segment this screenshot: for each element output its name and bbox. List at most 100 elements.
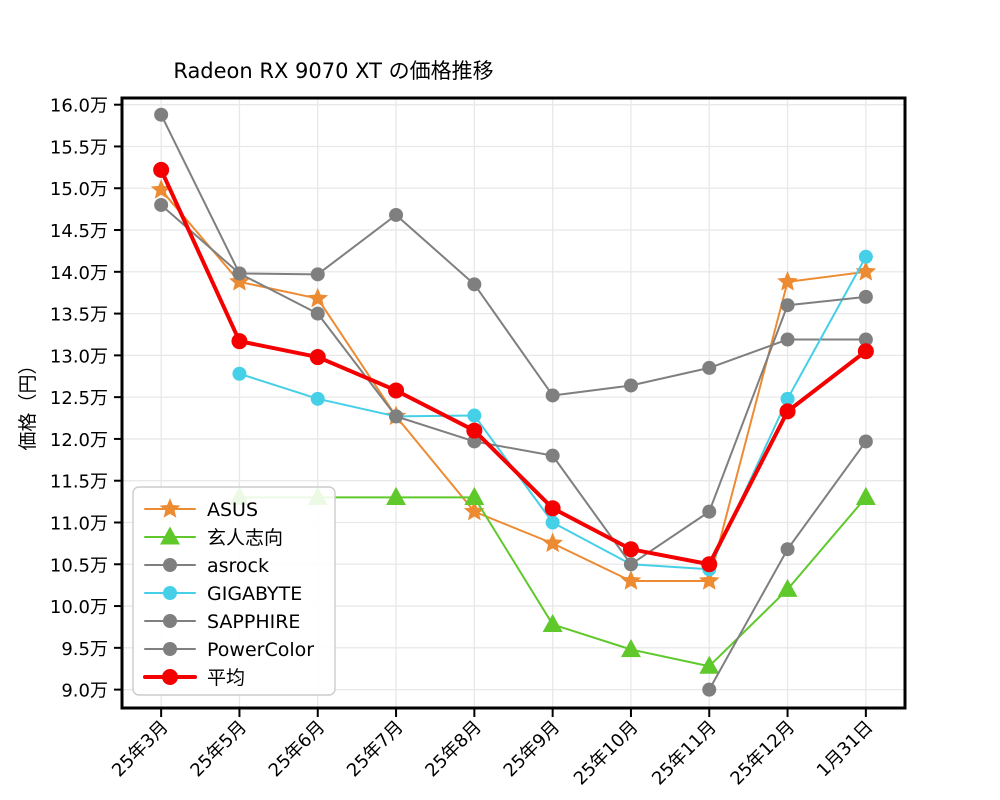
data-point-marker — [699, 655, 720, 674]
y-tick-label: 10.0万 — [50, 597, 108, 618]
y-tick-label: 10.5万 — [50, 555, 108, 576]
data-point-marker — [698, 570, 720, 590]
data-point-marker — [780, 542, 795, 557]
data-point-marker — [858, 249, 873, 264]
series-line — [160, 203, 867, 566]
data-point-marker — [542, 613, 563, 632]
legend-marker — [160, 526, 180, 545]
data-point-marker — [464, 486, 485, 505]
data-point-marker — [153, 161, 170, 178]
y-tick-label: 9.0万 — [61, 681, 108, 702]
y-tick-label: 15.0万 — [50, 179, 108, 200]
x-tick-label: 25年11月 — [648, 717, 721, 790]
data-point-marker — [309, 349, 326, 366]
series-line — [160, 113, 867, 397]
series-powercolor — [702, 434, 873, 697]
series-sapphire — [154, 197, 873, 572]
data-point-marker — [542, 532, 563, 553]
data-point-marker — [702, 504, 717, 519]
chart-title: Radeon RX 9070 XT の価格推移 — [173, 59, 493, 83]
y-tick-label: 12.5万 — [50, 388, 108, 409]
y-tick-label: 14.0万 — [50, 263, 108, 284]
data-point-marker — [467, 408, 482, 423]
data-point-marker — [544, 500, 561, 517]
axes-frame — [120, 96, 907, 710]
legend-label: GIGABYTE — [207, 583, 302, 605]
data-point-marker — [623, 378, 638, 393]
plot-border — [120, 96, 907, 710]
data-point-marker — [389, 207, 404, 222]
data-point-marker — [702, 360, 717, 375]
data-point-marker — [780, 332, 795, 347]
y-tick-label: 14.5万 — [50, 221, 108, 242]
data-point-marker — [310, 267, 325, 282]
legend-label: 平均 — [207, 667, 245, 689]
y-tick-label: 16.0万 — [50, 96, 108, 117]
data-point-marker — [777, 578, 798, 597]
data-point-marker — [310, 391, 325, 406]
data-point-marker — [545, 448, 560, 463]
y-tick-label: 15.5万 — [50, 137, 108, 158]
x-tick-label: 25年10月 — [570, 717, 643, 790]
data-point-marker — [855, 260, 877, 281]
data-point-marker — [231, 333, 248, 350]
legend-label: asrock — [207, 555, 269, 577]
x-tick-label: 25年12月 — [726, 717, 799, 790]
data-point-marker — [622, 541, 639, 558]
data-point-marker — [150, 179, 172, 199]
data-point-marker — [858, 289, 873, 304]
x-tick-label: 25年6月 — [265, 717, 330, 782]
data-point-marker — [780, 298, 795, 313]
y-tick-label: 11.5万 — [50, 472, 108, 493]
data-point-marker — [701, 556, 718, 573]
data-point-marker — [467, 434, 482, 449]
legend-label: ASUS — [207, 499, 258, 521]
series-平均 — [153, 161, 874, 573]
data-point-marker — [780, 391, 795, 406]
legend: ASUS 玄人志向 asrock GIGABYTE SAPPHIRE PowerColor… — [132, 486, 336, 696]
y-tick-label: 11.0万 — [50, 513, 108, 534]
y-tick-label: 13.5万 — [50, 305, 108, 326]
data-point-marker — [232, 266, 247, 281]
legend-marker — [159, 498, 181, 518]
data-point-marker — [623, 557, 638, 572]
legend-label: 玄人志向 — [207, 527, 283, 549]
legend-marker — [163, 586, 177, 600]
data-point-marker — [857, 343, 874, 360]
data-point-marker — [855, 486, 876, 505]
data-point-marker — [389, 409, 404, 424]
data-point-marker — [466, 422, 483, 439]
y-tick-label: 9.5万 — [61, 639, 108, 660]
data-point-marker — [154, 197, 169, 212]
data-point-marker — [388, 382, 405, 399]
data-point-marker — [467, 277, 482, 292]
series-line — [160, 188, 867, 582]
legend-marker — [162, 669, 178, 685]
legend-marker — [163, 558, 177, 572]
data-point-marker — [777, 270, 798, 291]
x-tick-label: 25年5月 — [186, 717, 251, 782]
y-axis: 9.0万 9.5万 10.0万 10.5万 11.0万 11.5万 12.0万 12.5万 13… — [50, 96, 122, 702]
legend-label: PowerColor — [207, 639, 314, 661]
series-asrock — [154, 107, 873, 403]
data-point-marker — [307, 287, 329, 308]
x-tick-label: 25年3月 — [108, 717, 173, 782]
series-line — [159, 167, 868, 567]
data-point-marker — [620, 570, 642, 590]
data-point-marker — [229, 270, 250, 291]
data-point-marker — [702, 682, 717, 697]
data-point-marker — [232, 366, 247, 381]
x-tick-label: 25年9月 — [500, 717, 565, 782]
y-tick-label: 13.0万 — [50, 346, 108, 367]
data-point-marker — [386, 486, 407, 505]
legend-label: SAPPHIRE — [207, 611, 300, 633]
y-axis-label: 価格（円） — [17, 355, 39, 450]
data-point-marker — [154, 107, 169, 122]
y-tick-label: 12.0万 — [50, 430, 108, 451]
x-tick-label: 1月31日 — [813, 717, 878, 782]
legend-marker — [163, 642, 177, 656]
data-point-marker — [545, 388, 560, 403]
data-point-marker — [310, 306, 325, 321]
